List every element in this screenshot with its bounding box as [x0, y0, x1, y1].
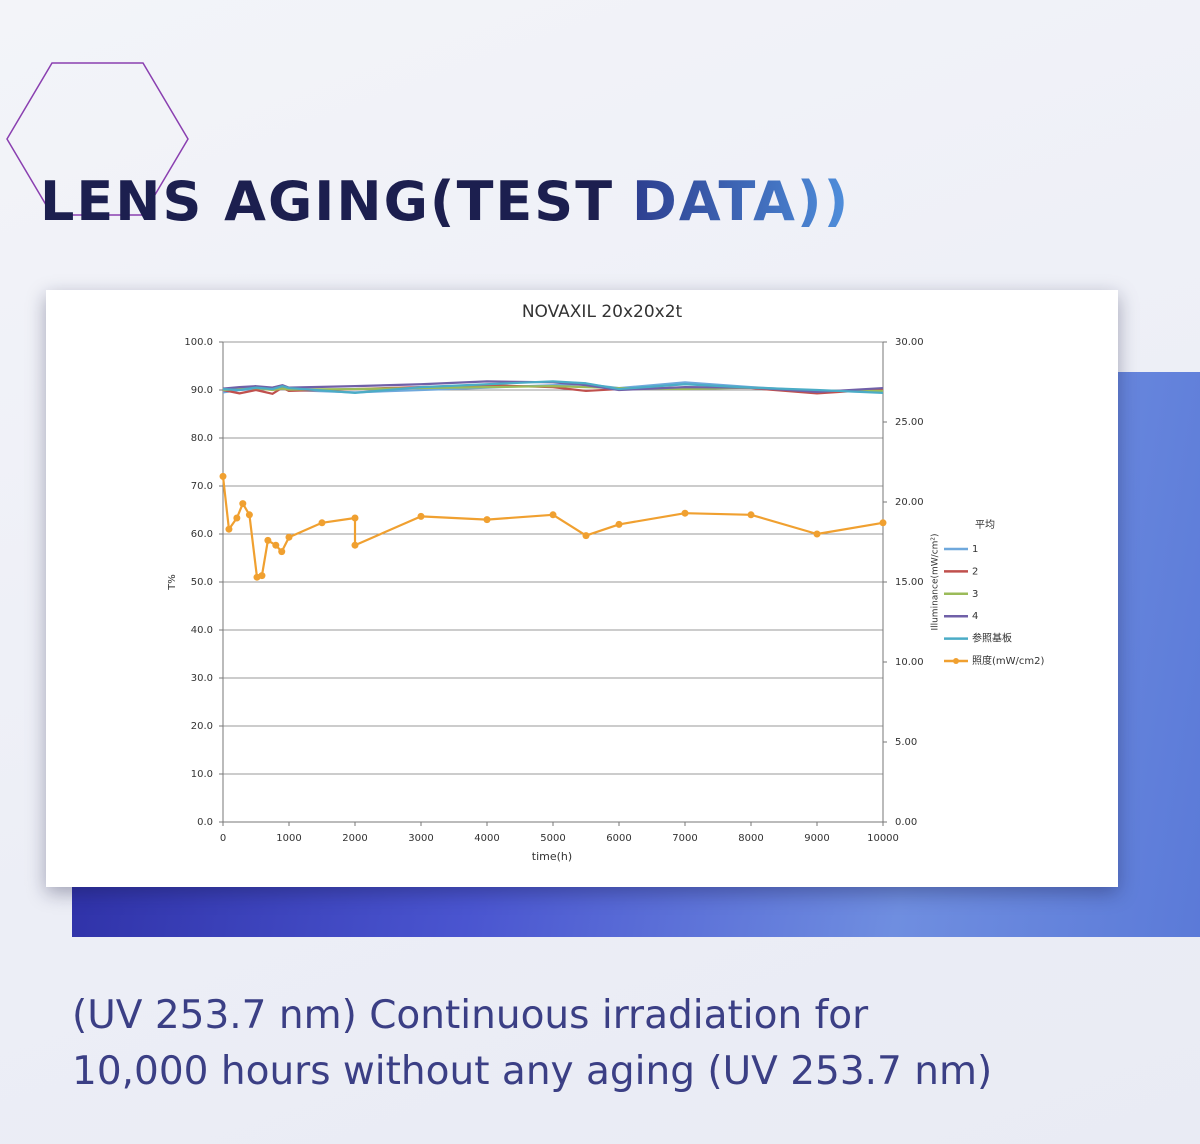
series-marker — [351, 541, 359, 549]
legend-marker — [953, 658, 959, 664]
y2-tick-label: 15.00 — [895, 577, 924, 588]
y2-tick-label: 25.00 — [895, 417, 924, 428]
title-main: LENS AGING(TEST — [40, 170, 615, 233]
x-tick-label: 2000 — [342, 833, 367, 844]
x-tick-label: 1000 — [276, 833, 301, 844]
series-marker — [549, 511, 557, 519]
y-tick-label: 10.0 — [191, 769, 213, 780]
legend-label: 照度(mW/cm2) — [972, 654, 1045, 667]
series-marker — [417, 512, 425, 520]
x-tick-label: 8000 — [738, 833, 763, 844]
y-tick-label: 0.0 — [197, 817, 213, 828]
y2-tick-label: 20.00 — [895, 497, 924, 508]
series-marker — [239, 500, 247, 508]
page-title: LENS AGING(TEST DATA)) — [40, 170, 850, 233]
series-marker — [615, 520, 623, 528]
legend-label: 2 — [972, 566, 978, 577]
y-tick-label: 70.0 — [191, 481, 213, 492]
series-marker — [225, 525, 233, 533]
series-marker — [285, 533, 293, 541]
x-axis-label: time(h) — [532, 850, 572, 863]
caption-line: (UV 253.7 nm) Continuous irradiation for — [72, 993, 869, 1038]
series-marker — [245, 511, 253, 519]
series-marker — [264, 536, 272, 544]
y-tick-label: 20.0 — [191, 721, 213, 732]
y2-tick-label: 0.00 — [895, 817, 917, 828]
series-marker — [272, 541, 280, 549]
y-tick-label: 80.0 — [191, 433, 213, 444]
legend-label: 1 — [972, 544, 978, 555]
series-marker — [681, 509, 689, 517]
x-tick-label: 4000 — [474, 833, 499, 844]
series-marker — [278, 548, 286, 556]
x-tick-label: 3000 — [408, 833, 433, 844]
chart: NOVAXIL 20x20x2t time(h) T% Illuminance(… — [167, 302, 1045, 863]
y-tick-label: 30.0 — [191, 673, 213, 684]
x-tick-label: 6000 — [606, 833, 631, 844]
series-line — [222, 380, 884, 394]
series-marker — [813, 530, 821, 538]
hexagon-outline — [6, 62, 189, 216]
y-tick-label: 100.0 — [184, 337, 213, 348]
x-tick-label: 5000 — [540, 833, 565, 844]
y2-tick-label: 10.00 — [895, 657, 924, 668]
chart-panel: NOVAXIL 20x20x2t time(h) T% Illuminance(… — [46, 290, 1118, 887]
y-axis-label: T% — [167, 574, 178, 591]
series-marker — [747, 511, 755, 519]
x-tick-label: 7000 — [672, 833, 697, 844]
caption: (UV 253.7 nm) Continuous irradiation for… — [72, 988, 992, 1100]
title-accent: DATA)) — [632, 170, 851, 233]
legend-label: 4 — [972, 611, 978, 622]
y-tick-label: 40.0 — [191, 625, 213, 636]
x-tick-label: 10000 — [867, 833, 899, 844]
series-marker — [351, 514, 359, 522]
legend-title: 平均 — [975, 519, 995, 531]
series-line — [221, 476, 884, 579]
y2-tick-label: 5.00 — [895, 737, 917, 748]
hexagon-decoration — [6, 62, 189, 216]
y-tick-label: 50.0 — [191, 577, 213, 588]
series-marker — [258, 572, 266, 580]
series-line — [222, 380, 884, 394]
series-marker — [318, 519, 326, 527]
caption-line: 10,000 hours without any aging (UV 253.7… — [72, 1049, 993, 1094]
series-marker — [483, 516, 491, 524]
series-marker — [879, 519, 887, 527]
y2-axis-label: Illuminance(mW/cm²) — [931, 533, 941, 630]
y2-tick-label: 30.00 — [895, 337, 924, 348]
legend-label: 3 — [972, 589, 978, 600]
y-tick-label: 90.0 — [191, 385, 213, 396]
chart-title: NOVAXIL 20x20x2t — [522, 302, 683, 322]
series-marker — [219, 472, 227, 480]
x-tick-label: 9000 — [804, 833, 829, 844]
y-tick-label: 60.0 — [191, 529, 213, 540]
legend-label: 参照基板 — [972, 632, 1012, 645]
x-tick-label: 0 — [220, 833, 226, 844]
series-marker — [233, 514, 241, 522]
series-marker — [582, 532, 590, 540]
